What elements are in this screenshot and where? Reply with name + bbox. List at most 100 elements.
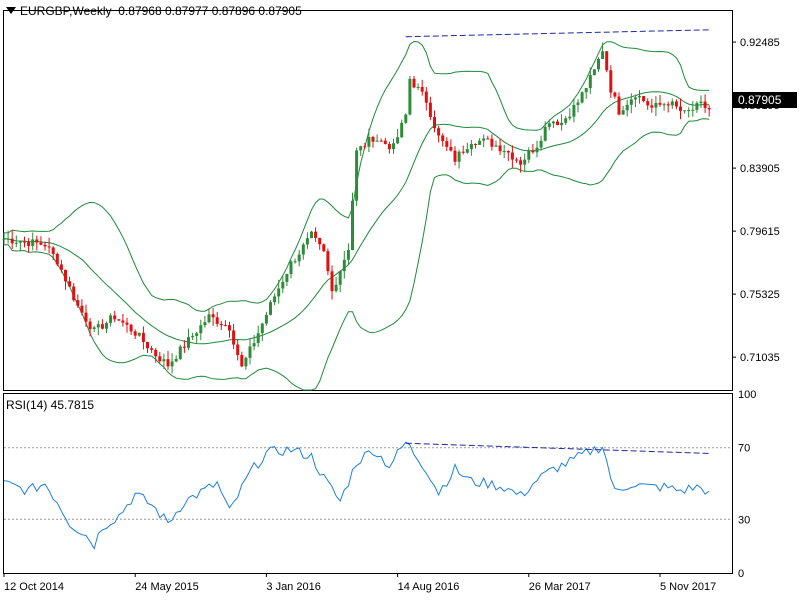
candle-body [158, 356, 162, 362]
candle-body [318, 237, 322, 245]
price-tick-label: 0.92485 [740, 37, 780, 49]
candle-body [531, 150, 535, 153]
candle-body [658, 102, 662, 105]
candle-body [232, 330, 236, 345]
candle-body [64, 269, 67, 282]
candle-body [613, 92, 617, 97]
chart-header: EURGBP,Weekly 0.87968 0.87977 0.87896 0.… [6, 4, 302, 18]
rsi-line [3, 441, 710, 550]
candle-body [638, 96, 641, 98]
candle-body [683, 110, 687, 112]
candle-body [96, 324, 100, 328]
candle-body [31, 239, 35, 246]
candle-body [433, 117, 436, 129]
candle-body [256, 333, 260, 344]
candle-body [137, 332, 141, 336]
candle-body [105, 322, 108, 329]
candle-body [437, 128, 441, 136]
candle-body [273, 296, 277, 303]
candle-body [445, 141, 449, 147]
candle-body [556, 121, 559, 126]
candle-body [121, 320, 125, 323]
candle-body [170, 361, 174, 367]
candle-body [564, 118, 568, 123]
candle-body [474, 143, 477, 145]
candle-body [662, 104, 666, 106]
candle-body [580, 92, 584, 103]
candle-body [666, 104, 670, 106]
candle-body [76, 300, 80, 306]
price-trendline-segment [405, 29, 710, 38]
candle-body [605, 51, 609, 71]
candle-body [162, 359, 166, 362]
candle-body [293, 261, 297, 263]
candle-body [387, 144, 391, 150]
candle-body [330, 271, 334, 292]
candle-body [400, 122, 404, 138]
candle-body [547, 123, 551, 127]
candle-body [523, 159, 527, 165]
current-price-tag: 0.87905 [733, 92, 797, 108]
candle-body [371, 136, 375, 142]
rsi-indicator [3, 441, 732, 550]
candle-body [482, 138, 486, 141]
candle-body [449, 146, 453, 151]
time-tick-label: 24 May 2015 [135, 581, 199, 593]
candle-body [629, 99, 633, 105]
candle-body [203, 322, 207, 326]
candle-body [14, 242, 18, 244]
candle-body [396, 137, 400, 144]
rsi-axis: 100 70 30 0 [738, 389, 756, 580]
candle-body [248, 346, 252, 358]
candle-body [334, 284, 338, 292]
candle-body [277, 288, 281, 297]
candle-body [109, 315, 113, 323]
candle-body [625, 104, 629, 111]
candle-body [269, 302, 272, 315]
candle-body [342, 259, 346, 272]
rsi-tick-label: 0 [738, 568, 744, 580]
candle-body [519, 160, 523, 165]
candle-body [670, 101, 674, 106]
candle-body [223, 325, 227, 327]
collapse-triangle-icon[interactable] [6, 7, 16, 14]
candle-body [367, 136, 371, 147]
current-price-tag-bg [733, 92, 797, 108]
candle-body [379, 140, 383, 142]
candle-body [588, 75, 592, 89]
candle-body [617, 96, 621, 115]
candle-body [494, 145, 498, 147]
candle-body [424, 91, 428, 103]
candle-body [47, 246, 51, 248]
rsi-trendline-segment [405, 442, 710, 454]
candle-body [219, 323, 223, 326]
candle-body [23, 241, 26, 243]
candle-body [326, 251, 330, 272]
candle-body [68, 281, 72, 287]
rsi-panel-border [3, 393, 733, 574]
candle-body [375, 140, 379, 142]
candle-body [2, 238, 6, 240]
candle-body [310, 231, 313, 239]
rsi-tick-label: 30 [738, 514, 750, 526]
candle-body [584, 88, 588, 93]
candle-body [228, 325, 231, 331]
candle-body [154, 349, 158, 357]
candle-body [113, 315, 117, 320]
candle-body [297, 254, 301, 262]
candle-body [392, 143, 395, 150]
candle-body [506, 151, 510, 153]
candle-body [285, 274, 289, 282]
candle-body [650, 105, 654, 108]
candle-body [346, 250, 350, 260]
candle-body [359, 146, 363, 151]
candle-body [178, 346, 182, 359]
candle-body [240, 355, 244, 367]
candle-body [498, 145, 502, 152]
candle-body [322, 244, 326, 252]
candle-body [642, 96, 646, 102]
candle-body [281, 281, 285, 289]
candle-body [187, 337, 190, 348]
candle-body [129, 324, 133, 332]
